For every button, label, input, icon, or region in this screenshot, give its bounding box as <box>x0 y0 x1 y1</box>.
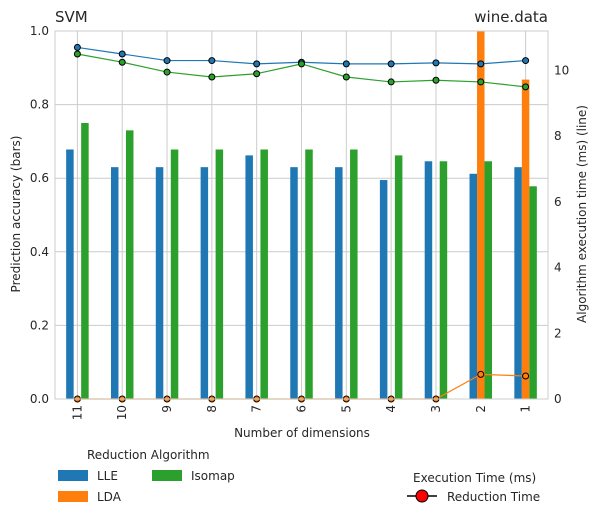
point-lle <box>73 43 81 51</box>
y-tick-label: 0.8 <box>30 98 49 112</box>
chart-title-right: wine.data <box>474 8 548 26</box>
legend-label-lle: LLE <box>97 469 118 483</box>
point-isomap <box>432 76 440 84</box>
bar-lle <box>245 155 253 399</box>
y-tick-label: 0.6 <box>30 171 49 185</box>
legend-label-isomap: Isomap <box>191 469 235 483</box>
legend-line-title: Execution Time (ms) <box>413 471 536 485</box>
point-isomap <box>208 73 216 81</box>
y-axis-label: Prediction accuracy (bars) <box>9 136 23 293</box>
point-isomap <box>477 78 485 86</box>
y2-tick-label: 8 <box>554 129 562 143</box>
point-isomap <box>387 78 395 86</box>
point-lle <box>163 57 171 65</box>
bar-isomap <box>125 130 134 400</box>
y2-tick-label: 4 <box>554 261 562 275</box>
bar-lle <box>200 167 209 399</box>
x-tick-label: 8 <box>205 405 219 413</box>
bar-lda <box>521 79 530 400</box>
legend-bars-title: Reduction Algorithm <box>87 448 210 462</box>
point-isomap <box>342 73 350 81</box>
bar-lle <box>335 167 343 399</box>
bar-isomap <box>394 155 403 399</box>
point-lle <box>387 60 395 68</box>
plot-frame <box>54 30 549 400</box>
plot-border <box>54 30 549 400</box>
y-tick-label: 0.2 <box>30 318 49 332</box>
y-tick-label: 0.4 <box>30 245 49 259</box>
bar-lle <box>469 173 478 399</box>
point-lle <box>477 60 485 68</box>
point-lle <box>118 50 126 58</box>
legend: Reduction Algorithm LLE LDA Isomap Execu… <box>58 448 540 504</box>
bar-isomap <box>305 149 313 399</box>
point-isomap <box>163 68 171 76</box>
bar-lle <box>424 161 433 399</box>
bar-isomap <box>484 161 493 399</box>
bar-lle <box>110 167 119 399</box>
x-tick-label: 6 <box>295 405 309 413</box>
point-lle <box>432 59 440 67</box>
y2-axis-label: Algorithm execution time (ms) (line) <box>575 105 589 323</box>
x-tick-label: 11 <box>70 405 84 420</box>
bar-isomap <box>170 149 179 399</box>
bar-isomap <box>260 149 268 399</box>
bars <box>66 31 537 400</box>
point-lda <box>477 370 485 378</box>
y-tick-label: 0.0 <box>30 392 49 406</box>
point-lle <box>522 57 530 65</box>
legend-label-lda: LDA <box>97 490 122 504</box>
bar-lle <box>290 167 298 399</box>
legend-swatch-isomap <box>152 470 182 481</box>
point-isomap <box>118 58 126 66</box>
x-tick-label: 9 <box>160 405 174 413</box>
bar-lle <box>379 180 388 399</box>
bar-lle <box>155 167 164 399</box>
x-tick-label: 10 <box>115 405 129 420</box>
bar-isomap <box>439 161 448 399</box>
point-lle <box>208 57 216 65</box>
x-tick-label: 3 <box>429 405 443 413</box>
point-isomap <box>253 70 261 78</box>
x-axis-label: Number of dimensions <box>234 426 370 440</box>
chart-title-left: SVM <box>55 8 88 26</box>
point-lda <box>522 372 530 380</box>
point-isomap <box>522 83 530 91</box>
point-lle <box>342 60 350 68</box>
bar-lle <box>514 167 522 399</box>
legend-line-label: Reduction Time <box>447 490 540 504</box>
bar-isomap <box>215 149 224 399</box>
legend-swatch-lda <box>58 491 88 502</box>
legend-line-marker <box>415 489 429 503</box>
y2-tick-label: 2 <box>554 326 562 340</box>
x-tick-label: 5 <box>339 405 353 413</box>
point-isomap <box>298 60 305 68</box>
y2-tick-label: 0 <box>554 392 562 406</box>
y-tick-label: 1.0 <box>30 24 49 38</box>
x-tick-label: 2 <box>474 405 488 413</box>
x-tick-label: 1 <box>519 405 533 413</box>
bar-lda <box>477 31 485 399</box>
legend-swatch-lle <box>58 470 88 481</box>
y2-tick-label: 6 <box>554 195 562 209</box>
point-lle <box>253 60 261 68</box>
bar-lle <box>66 149 74 399</box>
x-tick-label: 7 <box>250 405 264 413</box>
point-isomap <box>73 50 81 58</box>
bar-isomap <box>350 149 358 399</box>
y2-tick-label: 10 <box>554 63 569 77</box>
bar-isomap <box>81 123 89 399</box>
x-tick-label: 4 <box>384 405 398 413</box>
bar-isomap <box>529 186 537 399</box>
